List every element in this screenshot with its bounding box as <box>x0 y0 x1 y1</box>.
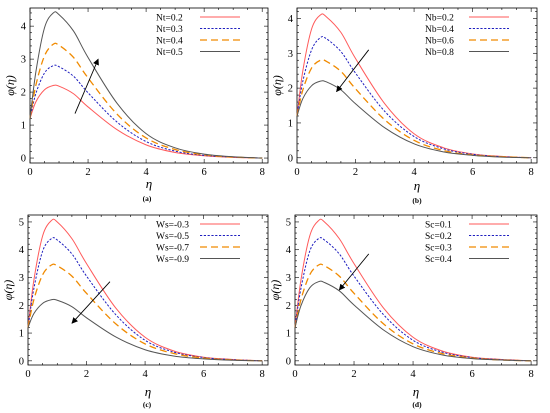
y-tick-label: 4 <box>286 245 292 256</box>
y-tick-label: 5 <box>19 217 24 228</box>
plot-frame <box>27 214 269 366</box>
series-line-3 <box>296 58 532 159</box>
y-tick-label: 4 <box>288 14 294 25</box>
y-axis-label: φ(η) <box>270 75 284 96</box>
legend-label: Sc=0.2 <box>425 232 452 242</box>
y-axis-label: φ(η) <box>1 280 15 301</box>
x-axis-label: η <box>414 178 420 193</box>
y-tick-label: 3 <box>288 49 293 60</box>
y-tick-label: 4 <box>21 22 27 33</box>
chart-panel-2: 0 2 4 6 801234ηφ(η)(b)Nb=0.2Nb=0.4Nb=0.6Nb=0… <box>270 7 538 205</box>
x-tick-label: 0 <box>294 167 299 178</box>
panel-label: (d) <box>412 400 422 409</box>
x-tick-label: 4 <box>143 167 149 178</box>
y-axis-label: φ(η) <box>3 75 17 96</box>
y-tick-label: 0 <box>19 356 24 367</box>
y-tick-label: 2 <box>288 84 293 95</box>
trend-arrow <box>336 49 370 93</box>
series-line-2 <box>294 237 532 362</box>
x-tick-label: 2 <box>351 369 356 380</box>
series-line-3 <box>294 263 532 362</box>
chart-panel-1: 0 2 4 6 801234ηφ(η)(a)Nt=0.2Nt=0.3Nt=0.4Nt=0… <box>3 7 269 203</box>
y-tick-label: 2 <box>286 301 291 312</box>
x-tick-label: 0 <box>25 369 30 380</box>
y-tick-label: 1 <box>21 121 26 132</box>
legend-label: Ws=-0.7 <box>156 244 189 254</box>
series-line-1 <box>294 218 532 362</box>
y-tick-label: 1 <box>288 118 293 129</box>
y-tick-label: 4 <box>19 245 25 256</box>
x-tick-label: 6 <box>469 369 474 380</box>
y-tick-label: 3 <box>286 273 291 284</box>
y-tick-label: 1 <box>19 329 24 340</box>
y-tick-label: 0 <box>288 153 293 164</box>
legend-label: Ws=-0.5 <box>156 232 189 242</box>
x-axis-label: η <box>145 384 151 399</box>
x-tick-label: 8 <box>528 369 533 380</box>
y-tick-label: 3 <box>19 273 24 284</box>
x-tick-label: 2 <box>85 167 90 178</box>
x-tick-label: 4 <box>410 369 416 380</box>
y-tick-label: 1 <box>286 329 291 340</box>
series-line-4 <box>29 11 263 159</box>
x-tick-label: 6 <box>470 167 475 178</box>
plot-frame <box>296 7 538 164</box>
y-tick-label: 0 <box>286 356 291 367</box>
legend-label: Ws=-0.9 <box>156 255 189 265</box>
legend-label: Nb=0.6 <box>425 37 454 47</box>
series-line-4 <box>27 298 263 362</box>
legend-label: Nt=0.3 <box>156 25 183 35</box>
x-axis-label: η <box>413 384 419 399</box>
x-tick-label: 6 <box>202 167 207 178</box>
x-tick-label: 6 <box>201 369 206 380</box>
series-line-4 <box>296 80 532 159</box>
series-line-1 <box>27 218 263 362</box>
series-line-1 <box>29 84 263 159</box>
panel-label: (b) <box>412 196 422 205</box>
trend-arrow <box>338 253 370 291</box>
plot-frame <box>29 7 269 164</box>
series-line-2 <box>27 237 263 362</box>
y-tick-label: 3 <box>21 55 26 66</box>
chart-panel-3: 0 2 4 6 8 0 1 2 3 4 5 η φ(η) (c) Ws=-0.3Ws=-0.5 Ws=-0.7… <box>1 214 269 409</box>
plot-frame <box>294 214 538 366</box>
trend-arrow <box>71 281 111 324</box>
legend-label: Nb=0.8 <box>425 48 454 58</box>
x-tick-label: 4 <box>411 167 417 178</box>
legend-label: Nt=0.2 <box>156 14 183 24</box>
panel-label: (c) <box>143 400 152 409</box>
x-axis-label: η <box>146 176 152 191</box>
x-tick-label: 8 <box>260 167 265 178</box>
y-tick-label: 2 <box>21 88 26 99</box>
legend-label: Nt=0.4 <box>156 37 183 47</box>
x-tick-label: 4 <box>142 369 148 380</box>
x-tick-label: 2 <box>353 167 358 178</box>
chart-panel-4: 0 2 4 6 8 0 1 2 3 4 5 η φ(η) (d) Sc=0.1Sc=0.2 Sc=0.3Sc=… <box>268 214 538 409</box>
y-axis-label: φ(η) <box>268 280 282 301</box>
legend-label: Sc=0.1 <box>425 221 452 231</box>
legend-label: Nb=0.2 <box>425 14 454 24</box>
series-line-4 <box>294 280 532 362</box>
series-line-2 <box>29 64 263 159</box>
legend-label: Nb=0.4 <box>425 25 454 35</box>
series-line-1 <box>296 13 532 159</box>
series-line-3 <box>27 263 263 362</box>
y-tick-label: 0 <box>21 154 26 165</box>
y-tick-label: 2 <box>19 301 24 312</box>
x-tick-label: 2 <box>84 369 89 380</box>
series-line-2 <box>296 36 532 159</box>
legend-label: Ws=-0.3 <box>156 221 189 231</box>
legend-label: Nt=0.5 <box>156 48 183 58</box>
y-tick-label: 5 <box>286 217 291 228</box>
x-tick-label: 0 <box>292 369 297 380</box>
panel-label: (a) <box>143 194 152 203</box>
series-line-3 <box>29 42 263 159</box>
trend-arrow <box>74 58 99 114</box>
x-tick-label: 8 <box>260 369 265 380</box>
x-tick-label: 0 <box>27 167 32 178</box>
x-tick-label: 8 <box>529 167 534 178</box>
legend-label: Sc=0.4 <box>425 255 452 265</box>
legend-label: Sc=0.3 <box>425 244 452 254</box>
